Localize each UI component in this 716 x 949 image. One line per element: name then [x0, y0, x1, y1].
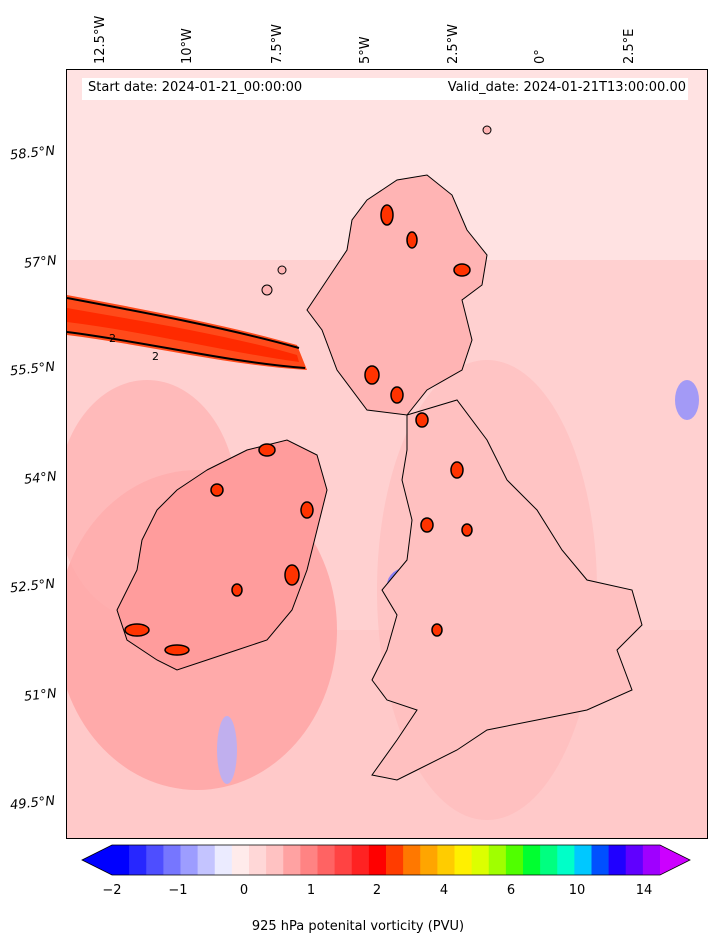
colorbar-swatch — [540, 845, 558, 875]
colorbar-extend-high — [660, 845, 690, 875]
colorbar-swatch — [625, 845, 644, 875]
coastline-ireland — [116, 439, 328, 671]
colorbar-swatch — [608, 845, 627, 875]
colorbar-swatch — [266, 845, 284, 875]
colorbar-tick-label: 14 — [635, 883, 653, 898]
contour-label: 2 — [152, 350, 159, 363]
colorbar-swatch — [642, 845, 661, 875]
colorbar-swatch — [591, 845, 610, 875]
lon-label: 12.5°W — [93, 15, 108, 64]
colorbar-swatch — [300, 845, 318, 875]
colorbar-swatch — [129, 845, 147, 875]
valid-date-text: Valid_date: 2024-01-21T13:00:00.00 — [447, 80, 686, 95]
colorbar-tick-label: 4 — [439, 883, 449, 898]
colorbar-swatch — [180, 845, 199, 875]
lon-label: 10°W — [180, 28, 195, 64]
lat-label: 57°N — [23, 253, 58, 272]
colorbar-swatch — [351, 845, 370, 875]
lat-label: 54°N — [23, 469, 58, 488]
lat-label: 55.5°N — [9, 359, 56, 380]
colorbar-swatch — [249, 845, 267, 875]
pv-map: 2 2 — [67, 70, 707, 838]
colorbar-swatch — [420, 845, 438, 875]
colorbar-tick-label: −1 — [168, 883, 188, 898]
colorbar-swatch — [523, 845, 541, 875]
colorbar-swatch — [163, 845, 181, 875]
lon-label: 2.5°E — [622, 28, 637, 64]
lat-label: 49.5°N — [9, 793, 56, 814]
colorbar-outline — [81, 844, 691, 876]
pv-cells — [124, 204, 473, 656]
colorbar-swatch — [197, 845, 216, 875]
colorbar-swatch — [214, 845, 233, 875]
colorbar-tick-label: 1 — [306, 883, 316, 898]
coastline-scotland — [306, 174, 488, 416]
lon-label: 0° — [533, 49, 548, 64]
lat-label: 58.5°N — [9, 143, 56, 164]
start-date-text: Start date: 2024-01-21_00:00:00 — [88, 80, 303, 95]
colorbar-swatch — [557, 845, 575, 875]
lat-label: 52.5°N — [9, 576, 56, 597]
lat-label: 51°N — [23, 686, 58, 705]
colorbar-swatch — [574, 845, 592, 875]
lon-label: 5°W — [358, 36, 373, 64]
lon-label: 7.5°W — [270, 23, 285, 64]
date-banner — [82, 78, 688, 100]
colorbar-swatch — [231, 845, 250, 875]
colorbar-tick-label: 2 — [372, 883, 382, 898]
colorbar-swatch — [334, 845, 353, 875]
colorbar-swatch — [488, 845, 507, 875]
colorbar-tick-label: 6 — [506, 883, 516, 898]
colorbar-swatch — [283, 845, 301, 875]
colorbar-swatch — [317, 845, 336, 875]
colorbar-swatch — [505, 845, 524, 875]
colorbar-swatch — [368, 845, 387, 875]
colorbar-tick-label: −2 — [102, 883, 122, 898]
colorbar-swatch — [454, 845, 473, 875]
colorbar-swatch — [386, 845, 404, 875]
colorbar-tick-label: 0 — [239, 883, 249, 898]
colorbar-swatch — [112, 845, 130, 875]
lon-label: 2.5°W — [446, 23, 461, 64]
map-panel: 2 2 — [66, 69, 708, 839]
colorbar — [81, 844, 691, 876]
contour-label: 2 — [109, 332, 116, 345]
colorbar-extend-low — [82, 845, 112, 875]
coastline-england-wales — [371, 399, 643, 781]
colorbar-swatch — [146, 845, 164, 875]
colorbar-swatch — [403, 845, 421, 875]
colorbar-tick-label: 10 — [568, 883, 586, 898]
colorbar-swatch — [471, 845, 490, 875]
colorbar-swatch — [437, 845, 455, 875]
colorbar-label: 925 hPa potenital vorticity (PVU) — [251, 919, 465, 934]
